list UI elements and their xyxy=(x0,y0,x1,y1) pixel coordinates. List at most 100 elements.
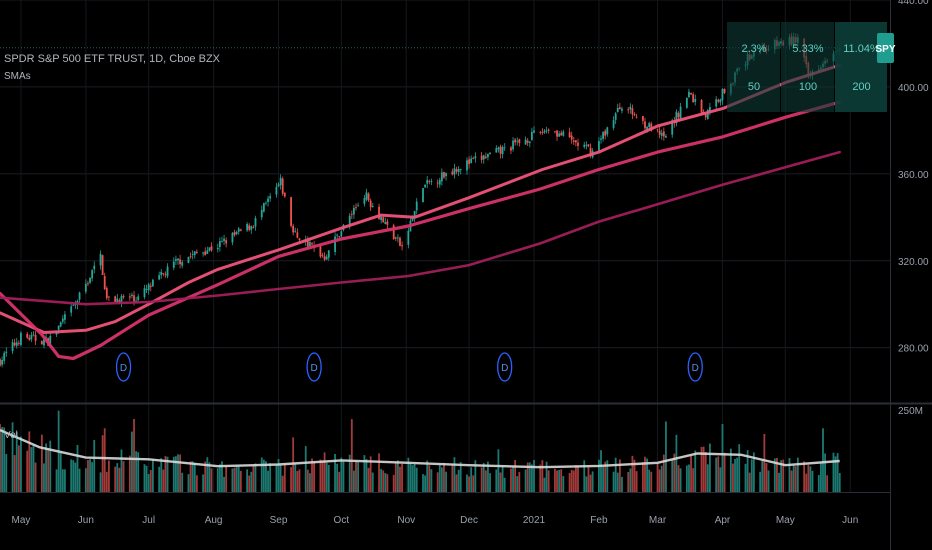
volume-bar xyxy=(629,468,632,492)
candle xyxy=(658,130,661,135)
volume-bar xyxy=(143,464,146,492)
volume-bar xyxy=(378,453,380,492)
volume-bar xyxy=(656,463,659,492)
candle xyxy=(133,295,135,303)
candle xyxy=(189,255,192,257)
volume-bar xyxy=(369,456,372,492)
volume-bar xyxy=(336,463,339,492)
candle xyxy=(453,168,456,175)
candle xyxy=(510,147,512,151)
candle xyxy=(149,285,152,288)
candle xyxy=(363,198,366,204)
time-tick-label: Jun xyxy=(78,515,94,526)
volume-bar xyxy=(510,468,512,492)
volume-bar xyxy=(440,467,443,492)
volume-bar xyxy=(321,460,324,492)
candle xyxy=(489,152,491,155)
volume-bar xyxy=(101,435,104,492)
volume-bar xyxy=(792,465,795,492)
price-tick-label: 360.00 xyxy=(898,170,929,181)
volume-bar xyxy=(554,468,556,492)
price-tick-label: 280.00 xyxy=(898,344,929,355)
volume-label[interactable]: Vol xyxy=(4,430,18,441)
volume-bar xyxy=(260,457,263,492)
sma-indicator-label[interactable]: SMAs xyxy=(4,71,31,82)
candle xyxy=(533,130,535,133)
volume-bar xyxy=(524,469,527,492)
dividend-marker-label: D xyxy=(120,363,127,374)
volume-bar xyxy=(589,474,592,492)
volume-bar xyxy=(503,477,506,492)
candle xyxy=(512,140,514,150)
candle xyxy=(72,304,75,306)
candle xyxy=(59,322,62,327)
candle xyxy=(233,232,236,235)
candle xyxy=(587,144,590,147)
candle xyxy=(524,139,527,145)
volume-bar xyxy=(363,455,366,492)
candle xyxy=(311,243,313,245)
volume-bar xyxy=(208,462,211,492)
volume-bar xyxy=(422,474,424,492)
candle xyxy=(1,359,3,365)
volume-bar xyxy=(15,432,18,492)
volume-bar xyxy=(128,455,131,492)
candle xyxy=(631,108,634,115)
dividend-marker[interactable]: D xyxy=(306,352,322,382)
volume-bar xyxy=(137,452,140,492)
volume-bar xyxy=(267,470,269,492)
volume-bar xyxy=(568,473,571,492)
candle xyxy=(501,146,504,154)
candle xyxy=(348,215,351,226)
candle xyxy=(327,250,330,258)
volume-bar xyxy=(275,465,278,492)
dividend-marker[interactable]: D xyxy=(687,352,703,382)
candle xyxy=(30,334,33,340)
volume-bar xyxy=(47,448,50,492)
candle xyxy=(260,209,263,218)
candle xyxy=(57,325,60,330)
candle xyxy=(547,129,550,131)
candle xyxy=(487,153,489,158)
volume-bar xyxy=(131,431,133,492)
volume-bar xyxy=(325,462,328,492)
time-tick-label: Aug xyxy=(205,515,223,526)
volume-bar xyxy=(413,463,416,492)
volume-bar xyxy=(181,472,184,492)
volume-bar xyxy=(221,461,223,492)
volume-bar xyxy=(598,459,600,492)
volume-bar xyxy=(763,433,766,492)
symbol-badge xyxy=(877,33,894,63)
candle xyxy=(166,266,169,277)
candle xyxy=(357,205,359,207)
time-tick-label: Jul xyxy=(142,515,155,526)
volume-bar xyxy=(32,445,35,492)
symbol-badge-label: SPY xyxy=(875,44,895,55)
candle xyxy=(618,107,621,110)
candle xyxy=(660,132,663,136)
volume-bar xyxy=(487,461,489,492)
volume-bar xyxy=(147,473,150,492)
volume-bar xyxy=(250,471,253,492)
volume-bar xyxy=(761,459,764,492)
candle xyxy=(275,186,278,195)
volume-bar xyxy=(600,450,602,492)
time-tick-label: Sep xyxy=(270,515,288,526)
candle xyxy=(656,129,659,131)
volume-tick-label: 250M xyxy=(898,406,923,417)
dividend-marker[interactable]: D xyxy=(497,352,513,382)
candle xyxy=(61,318,64,322)
candle xyxy=(715,99,718,107)
dividend-marker[interactable]: D xyxy=(115,352,132,382)
candle xyxy=(407,230,410,245)
candle xyxy=(246,223,249,231)
candle xyxy=(131,294,133,297)
volume-bar xyxy=(399,466,401,492)
volume-bar xyxy=(709,443,711,492)
candle xyxy=(296,232,299,238)
volume-bar xyxy=(677,465,680,492)
volume-bar xyxy=(49,440,52,492)
volume-bar xyxy=(5,453,8,492)
volume-bar xyxy=(732,463,734,492)
